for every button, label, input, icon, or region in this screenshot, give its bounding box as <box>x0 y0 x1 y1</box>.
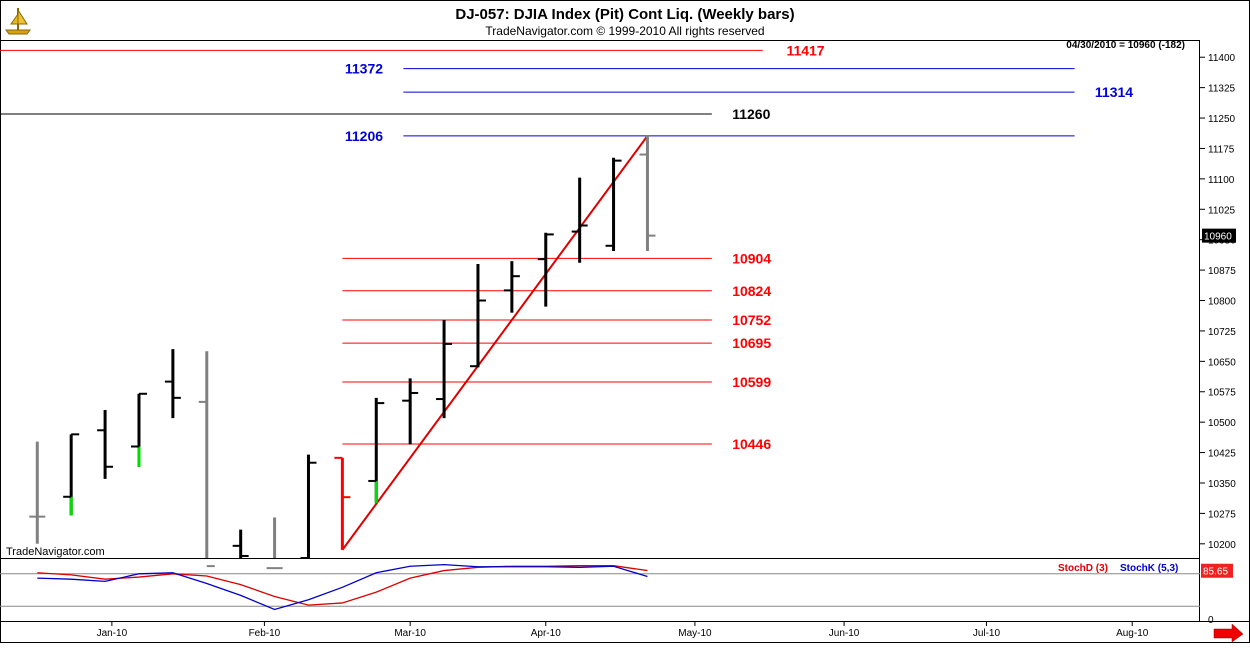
ohlc-bar <box>402 378 419 445</box>
ohlc-bar <box>537 232 554 307</box>
stochk-legend: StochK (5,3) <box>1120 563 1178 574</box>
level-label: 11417 <box>786 42 824 58</box>
y-tick-label: 10800 <box>1208 297 1236 308</box>
x-tick-label: Feb-10 <box>249 628 281 639</box>
level-label: 11372 <box>345 61 383 77</box>
level-label: 10824 <box>732 283 771 299</box>
ohlc-bars <box>29 135 656 570</box>
ohlc-bar <box>334 456 351 550</box>
current-price-marker: 10960 <box>1202 228 1236 243</box>
ohlc-bar <box>605 157 622 252</box>
y-tick-label: 11100 <box>1208 175 1235 186</box>
ohlc-bar <box>368 397 385 504</box>
x-tick-label: May-10 <box>678 628 712 639</box>
ship-wheel-logo-icon[interactable] <box>5 8 31 35</box>
ohlc-bar <box>97 409 114 479</box>
stoch-y-tick-label: 0 <box>1208 615 1214 626</box>
level-label: 11206 <box>345 128 383 144</box>
ohlc-bar <box>198 351 215 568</box>
current-price-label: 10960 <box>1204 232 1232 243</box>
x-tick-label: Aug-10 <box>1116 628 1149 639</box>
y-tick-label: 10350 <box>1208 479 1236 490</box>
horizontal-levels: 11417 11372 11314 11260 11206 10904 10824 10752… <box>0 42 1133 452</box>
ohlc-bar <box>436 319 453 419</box>
y-tick-label: 11325 <box>1208 84 1236 95</box>
ohlc-bar <box>130 392 147 467</box>
y-tick-label: 11025 <box>1208 205 1236 216</box>
chart-subtitle: TradeNavigator.com © 1999-2010 All right… <box>485 24 764 38</box>
ohlc-bar <box>639 135 656 252</box>
ohlc-bar <box>571 177 588 263</box>
y-tick-label: 10200 <box>1208 540 1236 551</box>
x-tick-label: Mar-10 <box>394 628 426 639</box>
time-axis: Jan-10 Feb-10 Mar-10 Apr-10 May-10 Jun-10 Jul-… <box>97 621 1149 639</box>
ohlc-bar <box>63 433 80 516</box>
stoch-current-box <box>1201 563 1233 578</box>
x-tick-label: Jun-10 <box>829 628 860 639</box>
ohlc-bar <box>266 517 283 570</box>
ohlc-bar <box>503 261 520 313</box>
chart-title: DJ-057: DJIA Index (Pit) Cont Liq. (Week… <box>455 6 794 23</box>
x-tick-label: Jan-10 <box>97 628 128 639</box>
level-label: 11260 <box>732 106 770 122</box>
ohlc-bar <box>469 264 486 368</box>
y-tick-label: 10875 <box>1208 266 1236 277</box>
stoch-current-label: 85.65 <box>1203 567 1228 578</box>
right-arrow-icon[interactable] <box>1213 623 1244 643</box>
trendline <box>341 135 649 551</box>
y-tick-label: 11400 <box>1208 53 1236 64</box>
y-tick-label: 10275 <box>1208 509 1236 520</box>
stochastic-panel: StochD (3) StochK (5,3) 85.65 0 <box>0 563 1233 626</box>
y-tick-label: 11175 <box>1208 144 1235 155</box>
level-label: 10446 <box>732 436 771 452</box>
y-tick-label: 10650 <box>1208 357 1236 368</box>
current-price-box <box>1202 228 1236 243</box>
x-tick-label: Jul-10 <box>973 628 1001 639</box>
ohlc-bar <box>164 349 181 419</box>
stochk-line <box>37 563 648 611</box>
watermark: TradeNavigator.com <box>6 546 105 558</box>
level-label: 10752 <box>732 312 771 328</box>
ohlc-bar <box>232 529 249 558</box>
level-label: 10599 <box>732 374 771 390</box>
ohlc-bar <box>29 441 46 544</box>
y-tick-label: 11250 <box>1208 114 1236 125</box>
y-tick-label: 10575 <box>1208 388 1236 399</box>
y-tick-label: 10500 <box>1208 418 1236 429</box>
level-label: 10904 <box>732 250 771 266</box>
level-label: 10695 <box>732 335 771 351</box>
stochd-legend: StochD (3) <box>1058 563 1108 574</box>
y-tick-label: 10725 <box>1208 327 1236 338</box>
level-label: 11314 <box>1095 84 1133 100</box>
ohlc-bar <box>300 454 317 559</box>
last-bar-info: 04/30/2010 = 10960 (-182) <box>1066 40 1185 51</box>
x-tick-label: Apr-10 <box>531 628 561 639</box>
y-tick-label: 10425 <box>1208 449 1236 460</box>
trendline-group <box>341 135 649 551</box>
